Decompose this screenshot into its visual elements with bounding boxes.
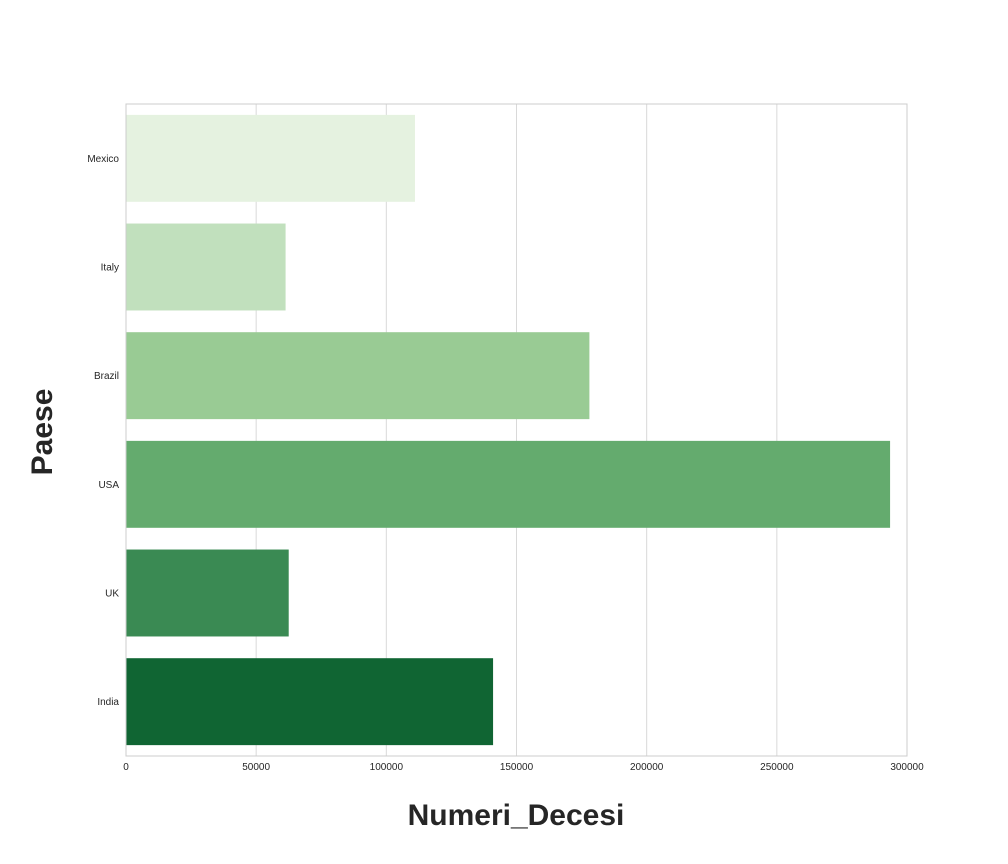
- bar-mexico: [126, 114, 415, 202]
- bar-india: [126, 658, 494, 746]
- x-tick-label: 150000: [500, 762, 534, 773]
- y-tick-label-brazil: Brazil: [94, 371, 119, 382]
- y-tick-label-uk: UK: [105, 589, 119, 600]
- y-axis-title: Paese: [26, 389, 59, 476]
- bar-usa: [126, 440, 891, 528]
- x-tick-label: 300000: [890, 762, 924, 773]
- bar-uk: [126, 549, 289, 637]
- x-tick-label: 250000: [760, 762, 794, 773]
- x-tick-label: 50000: [242, 762, 270, 773]
- x-tick-label: 200000: [630, 762, 664, 773]
- x-tick-labels: 0 50000 100000 150000 200000 250000 300000: [123, 762, 924, 773]
- y-tick-label-italy: Italy: [101, 263, 119, 274]
- plot-frame: [125, 103, 908, 757]
- x-tick-label: 0: [123, 762, 129, 773]
- y-tick-labels: Mexico Italy Brazil USA UK India: [87, 154, 119, 708]
- x-axis-title: Numeri_Decesi: [408, 799, 625, 832]
- bars: [126, 114, 891, 746]
- x-tick-label: 100000: [370, 762, 404, 773]
- y-tick-label-india: India: [97, 697, 119, 708]
- bar-brazil: [126, 332, 590, 420]
- bar-italy: [126, 223, 286, 311]
- y-tick-label-usa: USA: [98, 480, 119, 491]
- y-tick-label-mexico: Mexico: [87, 154, 119, 165]
